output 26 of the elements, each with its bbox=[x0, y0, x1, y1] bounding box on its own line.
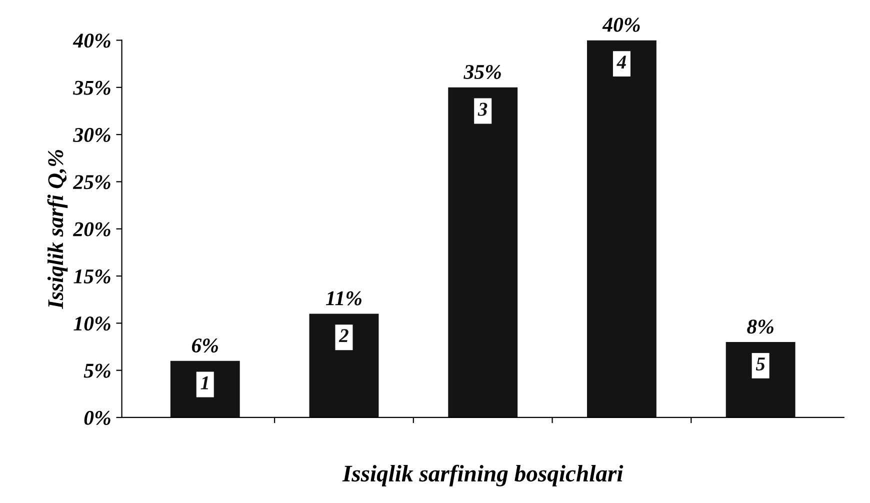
x-tick-label: 2 bbox=[338, 329, 348, 342]
y-tick-label: 20% bbox=[72, 222, 110, 236]
y-tick-label: 25% bbox=[72, 175, 110, 190]
x-axis-title: Issiqlik sarfining bosqichlari bbox=[342, 464, 624, 486]
y-tick-label: 10% bbox=[74, 316, 110, 331]
bar bbox=[170, 360, 240, 418]
bar bbox=[587, 40, 656, 418]
y-tick-label: 15% bbox=[74, 269, 110, 284]
x-tick-label: 1 bbox=[200, 376, 208, 390]
x-tick-label: 4 bbox=[616, 56, 626, 69]
data-label: 40% bbox=[602, 18, 640, 32]
bar bbox=[309, 314, 379, 418]
data-label: 6% bbox=[192, 338, 218, 353]
bar bbox=[726, 342, 796, 418]
y-tick-label: 5% bbox=[84, 364, 110, 378]
y-tick-label: 35% bbox=[73, 80, 110, 95]
y-tick-label: 40% bbox=[72, 34, 110, 48]
data-label: 8% bbox=[747, 320, 774, 334]
y-tick-label: 0% bbox=[84, 410, 110, 425]
x-tick-label: 3 bbox=[478, 102, 488, 116]
x-tick-label: 5 bbox=[756, 358, 765, 371]
y-tick-label: 30% bbox=[73, 128, 110, 142]
data-label: 11% bbox=[326, 291, 362, 306]
data-label: 35% bbox=[464, 64, 501, 80]
bar bbox=[448, 87, 518, 418]
y-axis-title: Issiqlik sarfi Q,% bbox=[47, 150, 68, 310]
